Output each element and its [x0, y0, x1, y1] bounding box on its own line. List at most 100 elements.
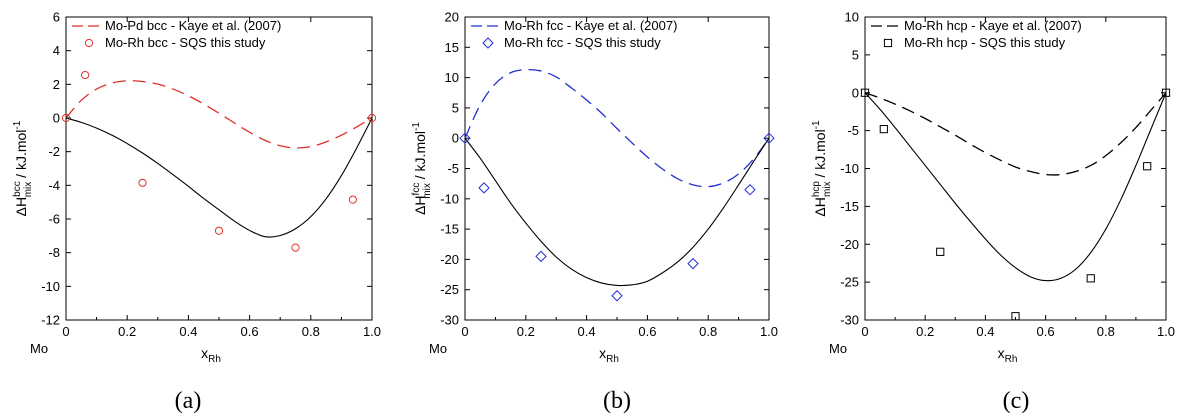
y-tick-label: 15 — [445, 40, 459, 55]
y-tick-label: 5 — [852, 47, 859, 62]
legend-entry-label: Mo-Rh hcp - SQS this study — [904, 35, 1066, 50]
y-tick-label: -20 — [840, 237, 859, 252]
plot-frame — [864, 16, 1167, 321]
y-tick-label: -15 — [440, 222, 459, 237]
series-line-dashed — [65, 80, 373, 149]
caption-b: (b) — [603, 388, 631, 414]
x-tick-label: 0 — [62, 324, 69, 339]
plot-frame — [464, 16, 770, 321]
data-point-diamond — [763, 132, 775, 144]
data-point-square — [1143, 162, 1152, 171]
x-tick-label: 0.4 — [179, 324, 197, 339]
data-point-circle — [61, 113, 71, 123]
x-tick-label: 1.0 — [363, 324, 381, 339]
x-tick-label: 0.8 — [1097, 324, 1115, 339]
y-axis-label: ΔHfccmix / kJ.mol-1 — [411, 122, 433, 215]
data-point-square — [1086, 274, 1095, 283]
data-point-square — [1011, 312, 1020, 321]
y-tick-label: 0 — [452, 131, 459, 146]
y-tick-label: -12 — [41, 313, 60, 328]
x-tick-label: 0.6 — [1037, 324, 1055, 339]
y-tick-label: 2 — [53, 77, 60, 92]
data-point-square — [936, 247, 945, 256]
data-point-diamond — [535, 250, 547, 263]
x-tick-label: 0.2 — [118, 324, 136, 339]
y-tick-label: -2 — [48, 144, 60, 159]
data-point-circle — [214, 226, 224, 235]
y-tick-label: -10 — [840, 161, 859, 176]
x-tick-label: 0.4 — [976, 324, 994, 339]
y-axis-label: ΔHbccmix / kJ.mol-1 — [12, 120, 34, 216]
legend-entry-label: Mo-Rh fcc - SQS this study — [504, 35, 661, 50]
series-line-solid — [864, 92, 1167, 282]
series-line-dashed — [464, 68, 770, 188]
legend-swatch-circle — [84, 38, 94, 48]
legend-entry-label: Mo-Rh hcp - Kaye et al. (2007) — [904, 18, 1082, 33]
y-tick-label: -5 — [847, 123, 859, 138]
data-point-circle — [348, 195, 357, 204]
data-point-diamond — [478, 182, 490, 194]
y-tick-label: -10 — [440, 191, 459, 206]
y-tick-label: 6 — [53, 10, 60, 25]
y-tick-label: -30 — [840, 313, 859, 328]
y-tick-label: -30 — [440, 313, 459, 328]
x-origin-label: Mo — [30, 341, 48, 356]
data-point-circle — [138, 178, 147, 187]
x-tick-label: 0.8 — [302, 324, 320, 339]
x-tick-label: 0.6 — [638, 324, 656, 339]
y-tick-label: -8 — [48, 245, 60, 260]
y-tick-label: -25 — [440, 282, 459, 297]
x-tick-label: 1.0 — [760, 324, 778, 339]
series-line-solid — [464, 137, 770, 287]
y-tick-label: 20 — [445, 10, 459, 25]
chart-panel-1: -12 -10 -8 -6 -4 -2 0 2 4 6 0 0.2 0.4 0.6 0.8 1.0 Mo xRh Δ… — [12, 10, 381, 366]
x-tick-label: 0.2 — [517, 324, 535, 339]
caption-c: (c) — [1003, 388, 1030, 414]
legend-entry-label: Mo-Rh bcc - SQS this study — [105, 35, 266, 50]
x-origin-label: Mo — [429, 341, 447, 356]
data-point-diamond — [744, 184, 756, 196]
x-axis-label: xRh — [599, 345, 619, 365]
chart-panel-3: -30 -25 -20 -15 -10 -5 0 5 10 0 0.2 0.4 0.6 0.8 1.0 Mo x… — [811, 10, 1175, 366]
y-tick-label: -20 — [440, 252, 459, 267]
y-tick-label: 0 — [53, 111, 60, 126]
y-tick-label: -6 — [48, 212, 60, 227]
x-tick-label: 0.6 — [241, 324, 259, 339]
legend-entry-label: Mo-Pd bcc - Kaye et al. (2007) — [105, 18, 281, 33]
y-tick-label: 10 — [845, 10, 859, 25]
data-point-diamond — [459, 132, 471, 144]
y-tick-label: 0 — [852, 85, 859, 100]
x-tick-label: 0.4 — [578, 324, 596, 339]
data-point-circle — [291, 243, 300, 252]
y-tick-label: -25 — [840, 275, 859, 290]
data-point-diamond — [687, 257, 699, 270]
plot-frame — [65, 16, 373, 321]
legend-swatch-square — [883, 38, 893, 48]
y-tick-label: -4 — [48, 178, 60, 193]
x-tick-label: 1.0 — [1157, 324, 1175, 339]
x-origin-label: Mo — [829, 341, 847, 356]
series-line-dashed — [864, 92, 1167, 176]
data-point-diamond — [611, 290, 623, 302]
x-tick-label: 0.2 — [916, 324, 934, 339]
data-point-square — [1161, 88, 1171, 97]
x-tick-label: 0 — [861, 324, 868, 339]
legend-entry-label: Mo-Rh fcc - Kaye et al. (2007) — [504, 18, 677, 33]
x-axis-label: xRh — [201, 345, 221, 365]
y-tick-label: 5 — [452, 100, 459, 115]
y-axis-label: ΔHhcpmix / kJ.mol-1 — [811, 120, 833, 217]
x-tick-label: 0.8 — [699, 324, 717, 339]
y-tick-label: 4 — [53, 43, 60, 58]
series-line-solid — [65, 117, 373, 238]
data-point-square — [860, 88, 870, 97]
x-tick-label: 0 — [461, 324, 468, 339]
y-tick-label: -15 — [840, 199, 859, 214]
y-tick-label: 10 — [445, 70, 459, 85]
x-axis-label: xRh — [998, 345, 1018, 365]
caption-a: (a) — [175, 388, 202, 414]
y-tick-label: -5 — [447, 161, 459, 176]
chart-panel-2: -30 -25 -20 -15 -10 -5 0 5 10 15 20 0 0.2 0.4 0.6 0.8 1.… — [411, 10, 778, 366]
data-point-circle — [367, 113, 377, 123]
